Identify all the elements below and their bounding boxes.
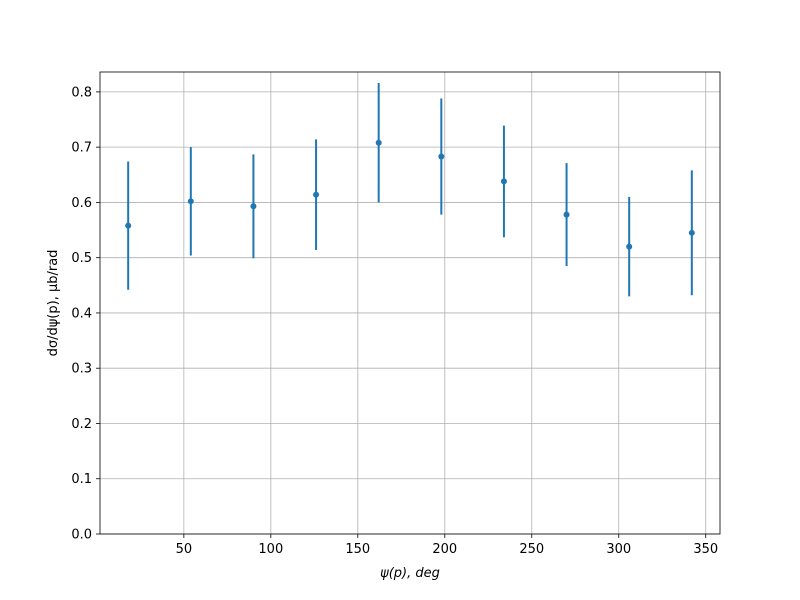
y-tick-label: 0.1	[71, 472, 92, 487]
data-point	[500, 178, 507, 185]
data-point	[375, 139, 382, 146]
x-tick-label: 250	[519, 542, 544, 557]
data-point	[438, 153, 445, 160]
y-tick-label: 0.0	[71, 528, 92, 543]
x-tick-label: 300	[606, 542, 631, 557]
x-tick-label: 150	[345, 542, 370, 557]
data-point	[187, 198, 194, 205]
data-point	[626, 243, 633, 250]
data-point	[313, 191, 320, 198]
y-tick-label: 0.2	[71, 417, 92, 432]
y-tick-label: 0.4	[71, 306, 92, 321]
data-point	[563, 211, 570, 218]
y-tick-label: 0.5	[71, 251, 92, 266]
y-tick-label: 0.7	[71, 141, 92, 156]
x-axis-label: ψ(p), deg	[380, 566, 440, 581]
x-tick-label: 200	[432, 542, 457, 557]
x-tick-label: 100	[258, 542, 283, 557]
x-tick-label: 350	[693, 542, 718, 557]
x-tick-label: 50	[176, 542, 193, 557]
y-tick-label: 0.8	[71, 85, 92, 100]
plot-frame	[99, 71, 721, 535]
y-tick-label: 0.3	[71, 362, 92, 377]
y-axis-label: dσ/dψ(p), μb/rad	[46, 250, 61, 357]
data-point	[125, 222, 132, 229]
data-point	[688, 229, 695, 236]
y-tick-label: 0.6	[71, 196, 92, 211]
data-point	[250, 203, 257, 210]
